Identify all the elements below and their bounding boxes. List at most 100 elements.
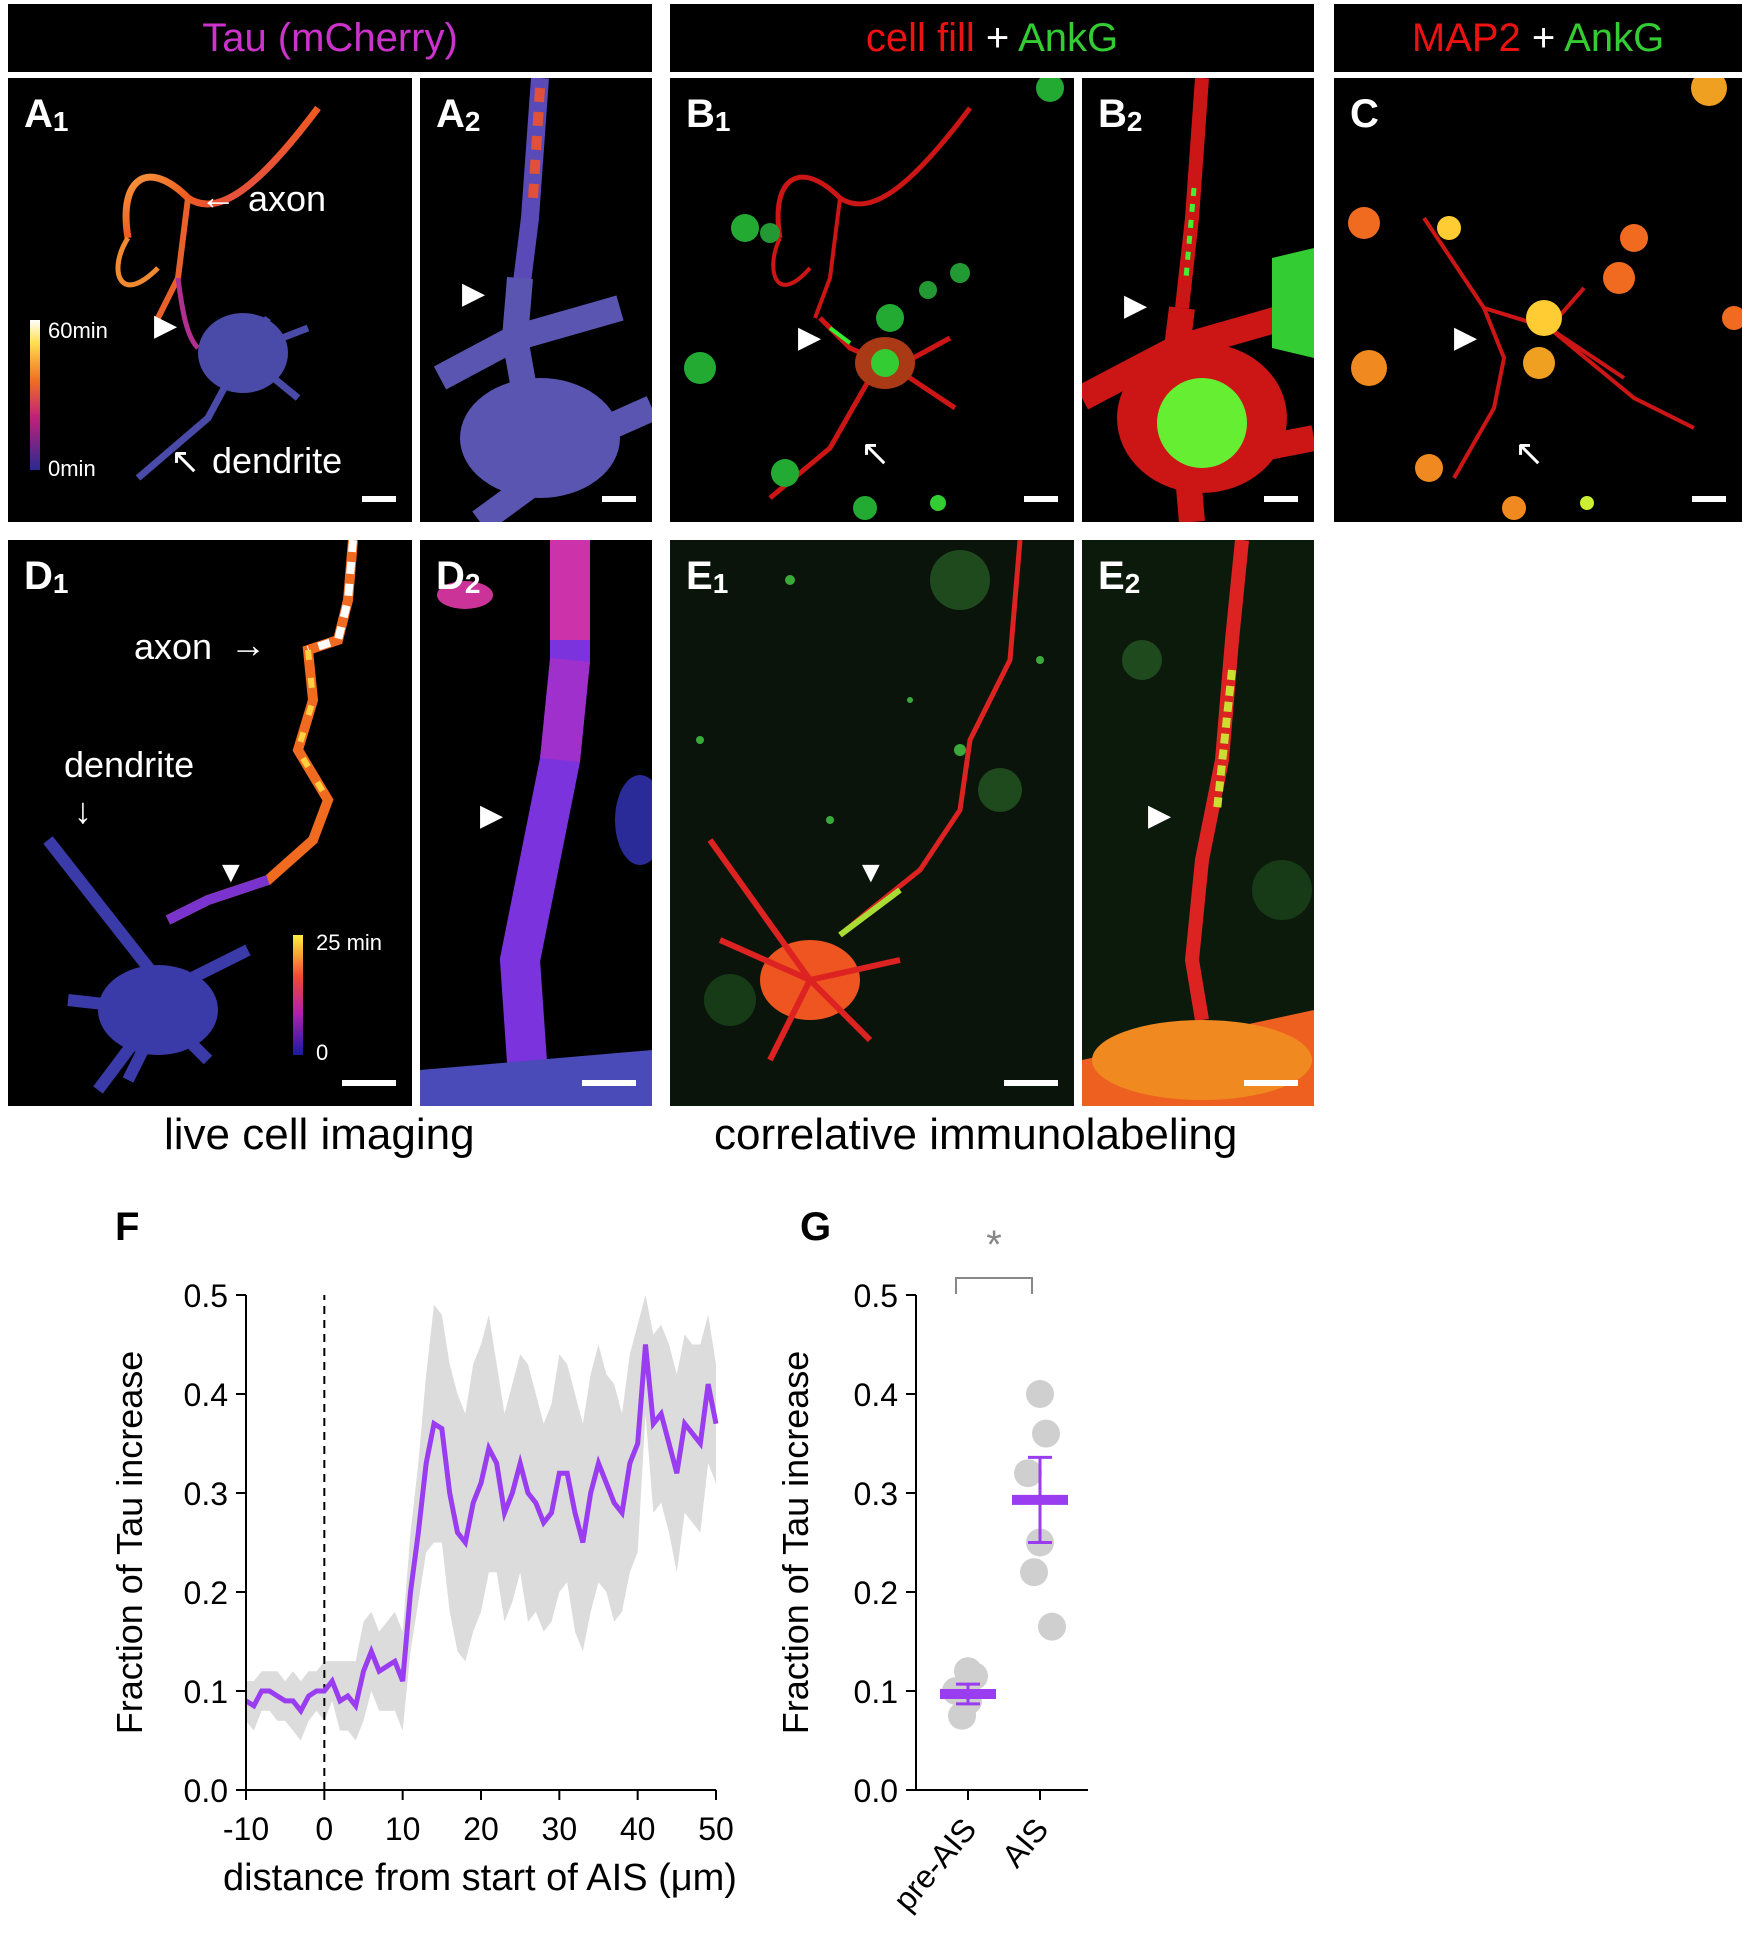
y-tick-label-g: 0.2 [854, 1575, 898, 1611]
neuron-image-b2 [1082, 78, 1314, 522]
y-tick-label-f: 0.4 [184, 1377, 228, 1413]
x-tick-label-f: 10 [385, 1811, 421, 1847]
data-point-g [1014, 1459, 1042, 1488]
panel-label-b1: B1 [686, 92, 731, 137]
panel-a1: A1 60min 0min ← axon ▶ ↖ dendrite [8, 78, 412, 522]
panel-label-e2: E2 [1098, 554, 1141, 599]
category-label-g: AIS [995, 1811, 1056, 1874]
neuron-image-e1 [696, 540, 1044, 1062]
arrow-axon-a1: ← [200, 176, 236, 217]
y-tick-label-g: 0.5 [854, 1278, 898, 1314]
charts-fg: F 0.0 0.1 0.2 0.3 0.4 0.5 -10 0 10 20 30 40 50 distanc… [109, 1205, 1088, 1918]
arrowhead-b2: ▶ [1124, 289, 1148, 322]
chart-f: F 0.0 0.1 0.2 0.3 0.4 0.5 -10 0 10 20 30 40 50 distanc… [109, 1205, 737, 1899]
header-ankg-text: AnkG [1018, 16, 1119, 60]
neuron-image-c [1348, 78, 1742, 520]
arrowhead-e2: ▶ [1148, 799, 1172, 832]
header-plus-2: + [1531, 16, 1556, 60]
arrowhead-d1: ▼ [216, 856, 246, 889]
panel-label-d1: D1 [24, 554, 69, 599]
x-axis-label-f: distance from start of AIS (μm) [223, 1857, 737, 1899]
panel-d2: D2 ▶ [420, 540, 652, 1106]
chart-g: G 0.0 0.1 0.2 0.3 0.4 0.5 Fraction of Tau incre… [775, 1205, 1088, 1918]
arrowhead-c: ▶ [1454, 321, 1478, 354]
scalebar-a2 [602, 496, 636, 502]
scalebar-a1 [362, 496, 396, 502]
neuron-image-d2 [420, 540, 652, 1106]
x-tick-label-f: 50 [698, 1811, 734, 1847]
data-point-g [1026, 1380, 1054, 1408]
confidence-band [246, 1295, 716, 1741]
panel-e2: E2 ▶ [1082, 540, 1314, 1106]
panel-label-d2: D2 [436, 554, 481, 599]
neuron-image-a1 [30, 105, 321, 481]
scalebar-c [1692, 496, 1726, 502]
y-axis-label-g: Fraction of Tau increase [775, 1351, 816, 1735]
x-tick-label-f: 40 [620, 1811, 656, 1847]
caption-correlative: correlative immunolabeling [714, 1110, 1238, 1159]
data-point-g [948, 1701, 976, 1730]
y-tick-label-g: 0.3 [854, 1476, 898, 1512]
header-cellfill-ankg: cell fill + AnkG [670, 4, 1314, 72]
x-tick-label-f: 30 [542, 1811, 578, 1847]
category-label-g: pre-AIS [886, 1811, 983, 1917]
header-ankg-text-2: AnkG [1564, 16, 1665, 60]
x-tick-label-f: 20 [463, 1811, 499, 1847]
header-plus: + [985, 16, 1010, 60]
panel-c: C ▶ ↖ [1334, 78, 1742, 522]
panel-label-b2: B2 [1098, 92, 1143, 137]
header-map2-text: MAP2 [1411, 16, 1521, 60]
arrow-dendrite-b1: ↖ [860, 432, 891, 473]
significance-bracket [955, 1277, 1033, 1294]
significance-star: * [986, 1223, 1002, 1267]
scalebar-d1 [342, 1080, 396, 1086]
panel-label-e1: E1 [686, 554, 729, 599]
header-map2-ankg: MAP2 + AnkG [1334, 4, 1742, 72]
label-axon-d1: axon [134, 626, 213, 667]
panel-label-a1: A1 [24, 92, 69, 137]
x-tick-label-f: -10 [223, 1811, 269, 1847]
scalebar-d2 [582, 1080, 636, 1086]
header-tau-text: Tau (mCherry) [202, 16, 458, 60]
panel-label-f: F [115, 1205, 139, 1249]
arrowhead-d2: ▶ [480, 799, 504, 832]
label-dendrite-a1: dendrite [212, 440, 343, 481]
colorbar-d-bottom-label: 0 [316, 1040, 329, 1065]
header-tau: Tau (mCherry) [8, 4, 652, 72]
y-tick-label-f: 0.5 [184, 1278, 228, 1314]
label-dendrite-d1: dendrite [64, 744, 195, 785]
arrowhead-a2: ▶ [462, 277, 486, 310]
panel-b2: B2 ▶ [1082, 78, 1314, 522]
data-point-g [1020, 1558, 1048, 1587]
panel-label-g: G [800, 1205, 831, 1249]
panel-label-a2: A2 [436, 92, 481, 137]
y-tick-label-f: 0.3 [184, 1476, 228, 1512]
panel-a2: A2 ▶ [420, 78, 652, 522]
neuron-image-a2 [433, 78, 652, 522]
y-tick-label-g: 0.1 [854, 1674, 898, 1710]
colorbar-a-top-label: 60min [48, 318, 108, 343]
scalebar-e1 [1004, 1080, 1058, 1086]
caption-live-imaging: live cell imaging [164, 1110, 475, 1159]
panel-e1: E1 ▼ [670, 540, 1074, 1106]
arrowhead-b1: ▶ [798, 321, 822, 354]
arrow-dendrite-a1: ↖ [170, 440, 201, 481]
colorbar-a-bottom-label: 0min [48, 456, 96, 481]
scalebar-e2 [1244, 1080, 1298, 1086]
panel-b1: B1 ▶ ↖ [670, 78, 1074, 522]
scalebar-b2 [1264, 496, 1298, 502]
data-point-g [1032, 1419, 1060, 1448]
panel-d1: D1 25 min 0 axon → dendrite ↓ ▼ [8, 540, 412, 1106]
panel-label-c: C [1350, 92, 1379, 136]
arrow-axon-d1: → [230, 624, 266, 665]
mean-line [244, 1344, 719, 1716]
y-tick-label-f: 0.0 [184, 1773, 228, 1809]
arrowhead-e1-glyph: ▼ [856, 856, 886, 889]
neuron-image-d1 [43, 540, 358, 1094]
arrow-dendrite-d1: ↓ [74, 790, 92, 831]
scalebar-b1 [1024, 496, 1058, 502]
label-axon-a1: axon [248, 178, 327, 219]
x-tick-label-f: 0 [315, 1811, 333, 1847]
y-tick-label-f: 0.1 [184, 1674, 228, 1710]
y-tick-label-g: 0.4 [854, 1377, 898, 1413]
